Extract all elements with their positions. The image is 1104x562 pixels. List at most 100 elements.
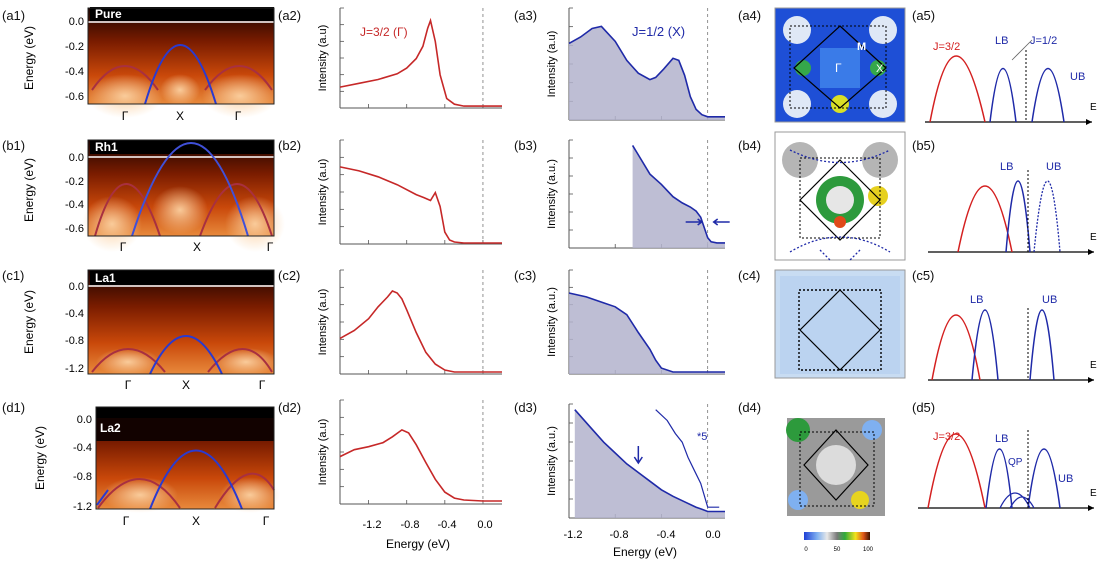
fermi-map-c4: [774, 269, 906, 379]
label-b2: (b2): [278, 138, 301, 153]
map-spot: [869, 90, 897, 118]
edc-line: [339, 166, 502, 244]
pointer-line: [1011, 39, 1033, 61]
schematic-label: LB: [995, 35, 1008, 47]
y-label: Intensity (a.u.): [546, 426, 558, 496]
axis-label: E: [1090, 360, 1097, 371]
map-spot: [783, 16, 811, 44]
map-spot: [834, 216, 846, 228]
x-tick: Γ: [267, 240, 274, 254]
peak-ub: [1029, 309, 1055, 381]
edc-line: [568, 292, 725, 373]
intensity-blob: [152, 186, 208, 234]
label-c3: (c3): [514, 268, 536, 283]
colorbar: [804, 532, 870, 540]
peak-ub: [1031, 68, 1065, 123]
edc-line: [339, 290, 502, 373]
colorbar-tick: 50: [834, 547, 841, 553]
y-label: Energy (eV): [22, 290, 36, 354]
edc-panel: Intensity (a.u): [317, 269, 502, 375]
sample-tag: [90, 7, 274, 21]
label-b3: (b3): [514, 138, 537, 153]
y-tick: -0.6: [65, 91, 84, 103]
peak-ub: [1027, 448, 1061, 509]
peak-red: [927, 433, 986, 509]
y-label: Energy (eV): [22, 158, 36, 222]
y-label: Intensity (a.u): [317, 289, 329, 356]
outer-frame: [774, 7, 906, 123]
x-tick: 0.0: [705, 529, 720, 541]
axis-arrow: [1088, 505, 1094, 511]
map-spot: [868, 186, 888, 206]
panel-labels: (a1) (a2) (a3) (a4) (a5) (b1) (b2) (b3) …: [2, 8, 935, 415]
edc-fill: [632, 145, 725, 248]
gap-arrow: [685, 218, 703, 226]
x-tick: Γ: [235, 109, 242, 123]
y-label: Energy (eV): [33, 426, 47, 490]
feature-arrow: [633, 446, 643, 465]
label-c1: (c1): [2, 268, 24, 283]
colorbar-tick: 100: [863, 547, 874, 553]
zone-square: [799, 157, 881, 239]
schematic-label: UB: [1046, 161, 1061, 173]
fermi-map-a4: M Γ X: [774, 7, 906, 123]
x-tick: Γ: [120, 240, 127, 254]
map-spot: [783, 90, 811, 118]
zone-square: [799, 431, 875, 507]
x-tick: -0.4: [438, 519, 457, 531]
x-tick: X: [176, 109, 184, 123]
map-spot: [831, 95, 849, 113]
zone-diamond: [803, 429, 869, 501]
label-d1: (d1): [2, 400, 25, 415]
edc-line: [574, 409, 725, 513]
x-tick: Γ: [122, 109, 129, 123]
schematic-label: UB: [1042, 294, 1057, 306]
edc-panel: Intensity (a.u): [317, 7, 502, 109]
map-label: M: [857, 41, 866, 53]
contour-dotted: [789, 149, 891, 261]
x-tick: -0.8: [610, 529, 629, 541]
edc-fill: [569, 26, 725, 120]
x-tick: X: [193, 240, 201, 254]
edc-panel: Intensity (a.u): [317, 399, 502, 505]
label-a5: (a5): [912, 8, 935, 23]
label-d2: (d2): [278, 400, 301, 415]
x-tick: Γ: [263, 514, 270, 528]
band-red: [97, 472, 275, 509]
schematic-a5: E J=3/2 LB J=1/2 UB: [925, 35, 1097, 125]
y-label: Energy (eV): [22, 26, 36, 90]
zone-diamond: [793, 25, 887, 109]
schematic-d5: E J=3/2 LB QP UB: [918, 430, 1097, 511]
y-tick: -0.4: [65, 66, 84, 78]
schematic-label: QP: [1008, 457, 1023, 468]
y-tick: 0.0: [69, 152, 84, 164]
gap-arrow: [712, 218, 730, 226]
y-tick: -0.2: [65, 176, 84, 188]
axis-arrow: [1086, 119, 1092, 125]
map-spot: [869, 16, 897, 44]
map-region: [780, 276, 900, 374]
peak-red: [929, 55, 986, 123]
edc-annotation: J=1/2 (X): [632, 24, 685, 39]
map-label: X: [876, 63, 884, 75]
peak-ub: [1033, 180, 1061, 253]
colorbar-tick: 0: [804, 547, 808, 553]
edc-line: [568, 25, 725, 118]
fermi-map-d4: 0 50 100: [775, 410, 905, 553]
frame: [87, 139, 275, 237]
x-tick: Γ: [259, 378, 266, 392]
band-blue: [96, 449, 243, 510]
peak-lb: [989, 68, 1017, 123]
schematic-label: J=3/2: [933, 431, 960, 443]
axis-label: E: [1090, 232, 1097, 243]
y-tick: -0.8: [73, 471, 92, 483]
frame: [95, 406, 275, 510]
edc-panel: Intensity (a.u): [317, 139, 502, 245]
map-spot: [862, 420, 882, 440]
edc-line: [339, 428, 502, 502]
y-tick: -0.8: [65, 335, 84, 347]
label-b4: (b4): [738, 138, 761, 153]
label-a1: (a1): [2, 8, 25, 23]
sample-tag: [90, 270, 274, 285]
